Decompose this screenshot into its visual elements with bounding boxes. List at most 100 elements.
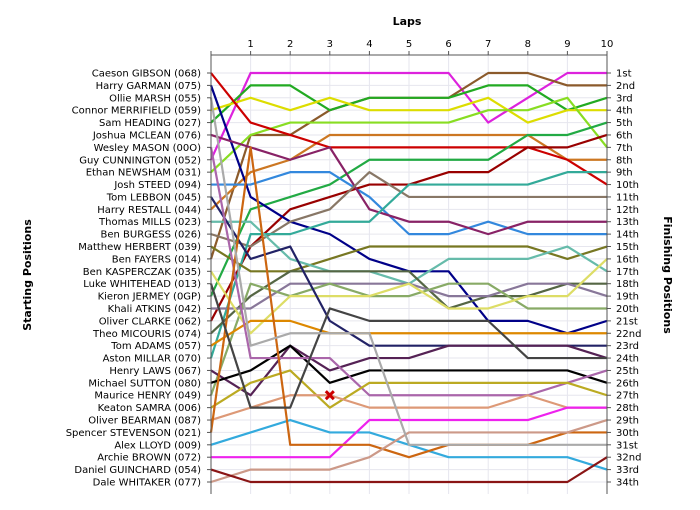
starting-position-label: Sam HEADING (027) <box>99 118 201 129</box>
starting-position-label: Tom LEBBON (045) <box>106 192 201 203</box>
lap-tick-labels: 1 2 3 4 5 6 7 8 9 10 <box>247 39 613 50</box>
series-line <box>209 146 607 459</box>
finishing-position-label: 2nd <box>616 81 635 92</box>
axis-frame <box>207 51 611 494</box>
finishing-position-label: 5th <box>616 118 633 129</box>
starting-position-label: Dale WHITAKER (077) <box>93 478 201 489</box>
lap-tick-label: 10 <box>601 39 614 50</box>
finishing-position-label: 17th <box>616 267 639 278</box>
series-line <box>209 282 607 396</box>
series-line <box>210 344 608 397</box>
lap-tick-label: 9 <box>564 39 570 50</box>
finishing-position-label: 22nd <box>616 329 641 340</box>
starting-position-label: Thomas MILLS (023) <box>98 217 201 228</box>
lap-tick-label: 4 <box>366 39 372 50</box>
finishing-position-label: 3rd <box>616 93 633 104</box>
series-line <box>211 171 607 236</box>
series-group <box>209 71 608 484</box>
finishing-position-label: 20th <box>616 304 639 315</box>
lap-tick-label: 1 <box>247 39 253 50</box>
finishing-position-label: 6th <box>616 130 633 141</box>
series-line <box>210 245 608 273</box>
finishing-position-label: 23rd <box>616 341 639 352</box>
finishing-position-label: 24th <box>616 354 639 365</box>
finishing-position-label: 30th <box>616 428 639 439</box>
starting-position-label: Maurice HENRY (049) <box>94 391 201 402</box>
starting-position-label: Ben FAYERS (014) <box>112 254 201 265</box>
series-line <box>210 369 608 409</box>
finishing-position-label: 13th <box>616 217 639 228</box>
series-line <box>210 270 607 335</box>
finishing-position-label: 25th <box>616 366 639 377</box>
starting-position-label: Ollie MARSH (055) <box>109 93 201 104</box>
starting-position-label: Alex LLOYD (009) <box>114 440 201 451</box>
finishing-position-label: 29th <box>616 416 639 427</box>
starting-position-label: Henry LAWS (067) <box>109 366 201 377</box>
lap-tick-label: 2 <box>287 39 293 50</box>
finishing-position-label: 31st <box>616 440 638 451</box>
starting-position-labels: Caeson GIBSON (068)Harry GARMAN (075)Oll… <box>66 69 201 489</box>
series-line <box>209 97 607 446</box>
top-axis-title: Laps <box>393 15 422 28</box>
starting-position-label: Matthew HERBERT (039) <box>78 242 201 253</box>
series-line <box>210 72 608 186</box>
finishing-position-label: 10th <box>616 180 639 191</box>
starting-position-label: Ben BURGESS (026) <box>101 230 202 241</box>
lap-tick-label: 8 <box>525 39 531 50</box>
series-line <box>209 147 608 397</box>
finishing-position-label: 18th <box>616 279 639 290</box>
series-line <box>210 84 608 124</box>
series-line <box>210 133 607 236</box>
series-line <box>210 171 607 248</box>
series-line <box>210 418 608 484</box>
finishing-position-labels: 1st2nd3rd4th5th6th7th8th9th10th11th12th1… <box>616 69 641 489</box>
left-axis-title: Starting Positions <box>21 219 34 331</box>
starting-position-label: Aston MILLAR (070) <box>103 354 202 365</box>
starting-position-label: Khali ATKINS (042) <box>108 304 201 315</box>
starting-position-label: Ethan NEWSHAM (031) <box>86 168 201 179</box>
starting-position-label: Joshua MCLEAN (076) <box>92 130 201 141</box>
starting-position-label: Archie BROWN (072) <box>97 453 201 464</box>
series-line <box>209 121 608 297</box>
starting-position-label: Guy CUNNINGTON (052) <box>79 155 201 166</box>
finishing-position-label: 7th <box>616 143 633 154</box>
lap-tick-label: 5 <box>406 39 412 50</box>
series-line <box>210 96 607 124</box>
series-line <box>210 456 608 484</box>
finishing-position-label: 8th <box>616 155 633 166</box>
finishing-position-label: 33rd <box>616 465 639 476</box>
finishing-position-label: 16th <box>616 254 639 265</box>
starting-position-label: Harry RESTALL (044) <box>97 205 201 216</box>
series-line <box>211 406 607 459</box>
starting-position-label: Connor MERRIFIELD (059) <box>72 106 201 117</box>
series-line <box>209 283 607 409</box>
series-line <box>209 171 607 359</box>
starting-position-label: Oliver BEARMAN (087) <box>88 416 201 427</box>
starting-position-label: Josh STEED (094) <box>113 180 201 191</box>
finishing-position-label: 26th <box>616 378 639 389</box>
starting-position-label: Theo MICOURIS (074) <box>92 329 201 340</box>
grid <box>210 55 608 494</box>
starting-position-label: Wesley MASON (00O) <box>94 143 202 154</box>
finishing-position-label: 15th <box>616 242 639 253</box>
finishing-position-label: 11th <box>616 192 639 203</box>
finishing-position-label: 21st <box>616 316 638 327</box>
lap-tick-label: 6 <box>445 39 451 50</box>
starting-position-label: Ben KASPERCZAK (035) <box>83 267 201 278</box>
series-line <box>210 394 607 422</box>
finishing-position-label: 27th <box>616 391 639 402</box>
lap-tick-label: 3 <box>327 39 333 50</box>
starting-position-label: Caeson GIBSON (068) <box>92 69 201 80</box>
starting-position-label: Michael SUTTON (080) <box>88 378 201 389</box>
finishing-position-label: 19th <box>616 292 639 303</box>
incident-marker <box>324 390 335 401</box>
finishing-position-label: 32nd <box>616 453 641 464</box>
starting-position-label: Daniel GUINCHARD (054) <box>74 465 201 476</box>
series-line <box>209 71 607 161</box>
right-axis-title: Finishing Positions <box>661 216 674 334</box>
finishing-position-label: 28th <box>616 403 639 414</box>
starting-position-label: Spencer STEVENSON (021) <box>66 428 201 439</box>
finishing-position-label: 12th <box>616 205 639 216</box>
starting-position-label: Tom ADAMS (057) <box>110 341 201 352</box>
